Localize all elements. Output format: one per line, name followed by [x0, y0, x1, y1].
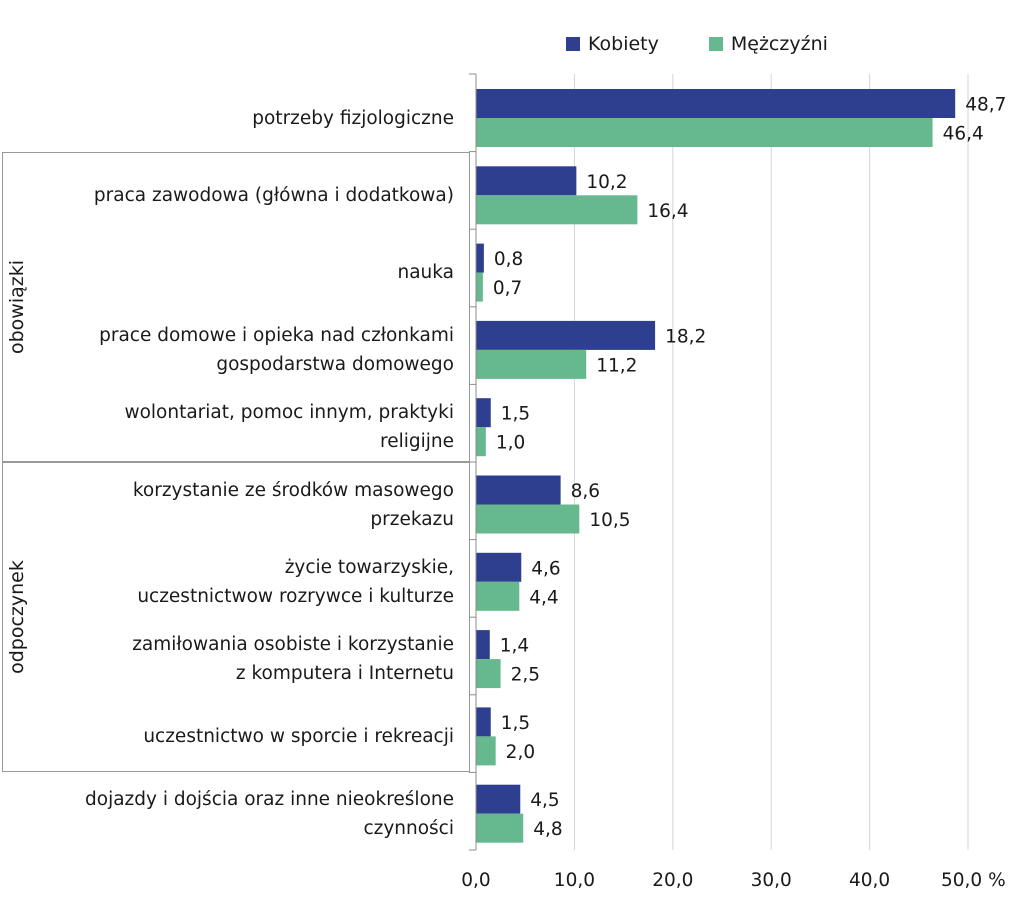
bar-mezczyzni-9 [476, 813, 524, 843]
bar-mezczyzni-0 [476, 118, 933, 147]
bar-mezczyzni-2 [476, 272, 483, 302]
category-label-8: uczestnictwo w sporcie i rekreacji [143, 722, 454, 751]
value-label-kobiety-7: 1,4 [500, 636, 529, 657]
value-label-kobiety-5: 8,6 [571, 481, 600, 502]
value-label-kobiety-4: 1,5 [501, 404, 530, 425]
value-label-kobiety-9: 4,5 [530, 790, 559, 811]
bar-mezczyzni-7 [476, 659, 501, 689]
category-label-9: dojazdy i dojścia oraz inne nieokreślone… [85, 785, 454, 843]
category-label-6: życie towarzyskie, uczestnictwow rozrywce… [137, 553, 454, 611]
bar-mezczyzni-5 [476, 504, 580, 534]
category-label-line: gospodarstwa domowego [216, 353, 454, 375]
value-label-kobiety-2: 0,8 [494, 249, 523, 270]
category-label-line: z komputera i Internetu [235, 663, 454, 685]
x-tick-label-5: 50,0 % [941, 870, 1006, 891]
category-label-7: zamiłowania osobiste i korzystanie z komp… [132, 630, 454, 688]
category-label-line: zamiłowania osobiste i korzystanie [132, 634, 454, 656]
legend-label-mezczyzni: Mężczyźni [730, 33, 828, 55]
legend-label-kobiety: Kobiety [588, 33, 659, 55]
category-label-2: nauka [397, 258, 454, 287]
category-label-line: uczestnictwo w sporcie i rekreacji [143, 725, 454, 747]
legend-swatch-mezczyzni [708, 37, 723, 51]
value-label-mezczyzni-9: 4,8 [533, 819, 562, 840]
bar-kobiety-0 [476, 89, 956, 118]
bar-kobiety-6 [476, 552, 522, 582]
value-label-kobiety-8: 1,5 [501, 713, 530, 734]
category-label-line: dojazdy i dojścia oraz inne nieokreślone [85, 788, 454, 810]
x-tick-label-2: 20,0 [652, 870, 693, 891]
value-label-kobiety-1: 10,2 [586, 172, 627, 193]
bar-kobiety-8 [476, 707, 491, 737]
category-label-line: wolontariat, pomoc innym, praktyki [124, 402, 454, 424]
x-tick-label-3: 30,0 [751, 870, 792, 891]
value-label-kobiety-6: 4,6 [531, 558, 560, 579]
category-label-line: nauka [397, 262, 454, 284]
x-tick-label-4: 40,0 [849, 870, 890, 891]
bar-kobiety-1 [476, 166, 577, 196]
bar-mezczyzni-4 [476, 427, 486, 457]
category-label-line: potrzeby fizjologiczne [252, 107, 454, 129]
value-label-mezczyzni-5: 10,5 [589, 510, 630, 531]
bar-kobiety-4 [476, 398, 491, 428]
value-label-kobiety-3: 18,2 [665, 326, 706, 347]
value-label-kobiety-0: 48,7 [965, 95, 1006, 116]
legend-item-kobiety: Kobiety [566, 33, 659, 55]
category-label-1: praca zawodowa (główna i dodatkowa) [94, 181, 454, 210]
value-label-mezczyzni-3: 11,2 [596, 355, 637, 376]
category-label-3: prace domowe i opieka nad członkami gospo… [99, 321, 454, 379]
category-label-0: potrzeby fizjologiczne [252, 104, 454, 133]
value-label-mezczyzni-8: 2,0 [506, 742, 535, 763]
bar-mezczyzni-3 [476, 349, 587, 379]
value-label-mezczyzni-0: 46,4 [943, 124, 984, 145]
category-label-line: korzystanie ze środków masowego [132, 479, 454, 501]
bar-kobiety-5 [476, 475, 561, 505]
category-label-4: wolontariat, pomoc innym, praktyki religi… [124, 398, 454, 456]
value-label-mezczyzni-4: 1,0 [496, 433, 525, 454]
bar-kobiety-9 [476, 784, 521, 814]
category-label-line: religijne [380, 431, 454, 453]
value-label-mezczyzni-1: 16,4 [647, 201, 688, 222]
value-label-mezczyzni-7: 2,5 [511, 665, 540, 686]
bar-kobiety-2 [476, 243, 484, 273]
value-label-mezczyzni-6: 4,4 [529, 587, 558, 608]
value-label-mezczyzni-2: 0,7 [493, 278, 522, 299]
x-tick-label-1: 10,0 [554, 870, 595, 891]
bar-kobiety-7 [476, 630, 490, 660]
legend-swatch-kobiety [566, 37, 580, 51]
legend: Kobiety Mężczyźni [566, 33, 878, 55]
x-tick-label-0: 0,0 [461, 870, 490, 891]
category-label-5: korzystanie ze środków masowego przekazu [133, 476, 454, 534]
category-label-line: praca zawodowa (główna i dodatkowa) [93, 184, 454, 206]
category-label-line: życie towarzyskie, [284, 556, 454, 578]
category-label-line: przekazu [370, 508, 454, 530]
legend-item-mezczyzni: Mężczyźni [708, 33, 828, 55]
category-label-line: uczestnictwow rozrywce i kulturze [137, 585, 454, 607]
bar-mezczyzni-1 [476, 195, 638, 225]
category-label-line: prace domowe i opieka nad członkami [99, 324, 454, 346]
bar-mezczyzni-6 [476, 581, 520, 611]
bar-mezczyzni-8 [476, 736, 496, 766]
bar-kobiety-3 [476, 320, 656, 350]
category-label-line: czynności [363, 817, 454, 839]
